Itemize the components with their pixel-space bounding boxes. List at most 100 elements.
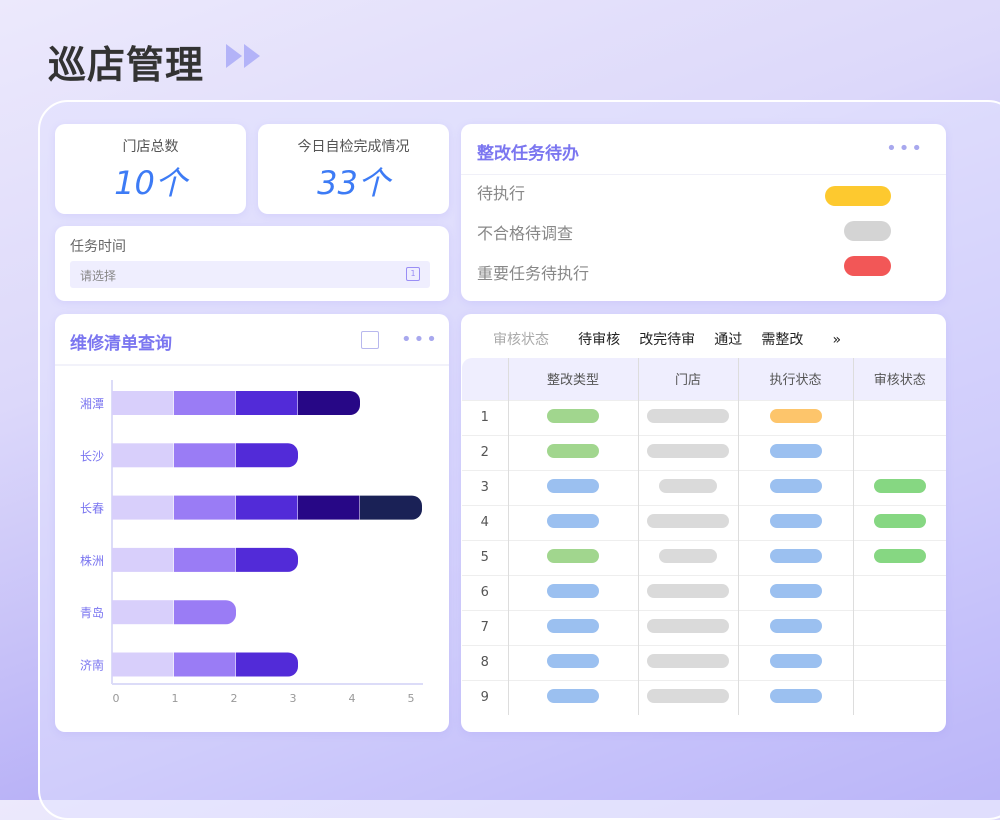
table-row[interactable]: 8 (462, 644, 946, 680)
self-check-card: 今日自检完成情况 33个 (258, 124, 449, 214)
row-index: 4 (462, 504, 508, 540)
category-label: 青岛 (80, 605, 104, 620)
todo-title: 整改任务待办 (477, 144, 579, 164)
bar-segment[interactable] (174, 391, 236, 415)
column-header[interactable]: 门店 (637, 358, 738, 400)
bar-segment[interactable] (112, 443, 174, 468)
table-row[interactable]: 9 (462, 679, 946, 715)
audit-table: 整改类型 门店 执行状态 审核状态 1 2 3 4 5 6 7 8 9 (462, 358, 946, 715)
exec-status-pill (769, 478, 822, 493)
audit-status-pill (873, 478, 926, 493)
row-index: 2 (462, 434, 508, 470)
repair-card: 维修清单查询 ••• 湘潭长沙长春株洲青岛济南 0 1 2 3 4 5 (55, 314, 449, 732)
task-time-card: 任务时间 请选择 1 (55, 226, 449, 301)
todo-status-bar (825, 186, 891, 206)
stat-value: 10个 (114, 164, 187, 202)
store-pill (647, 688, 729, 703)
bar-segment[interactable] (236, 547, 298, 572)
x-tick-label: 5 (408, 692, 415, 705)
bar-segment[interactable] (174, 547, 236, 572)
store-pill (647, 618, 729, 633)
type-pill (547, 548, 599, 563)
table-row[interactable]: 1 (462, 399, 946, 435)
column-header[interactable]: 审核状态 (852, 358, 946, 400)
exec-status-pill (769, 618, 822, 633)
x-tick-label: 0 (113, 692, 120, 705)
bar-segment[interactable] (174, 443, 236, 468)
type-pill (547, 688, 599, 703)
store-pill (647, 583, 729, 598)
tab-fixed-pending[interactable]: 改完待审 (639, 332, 696, 348)
row-index: 9 (462, 679, 508, 715)
category-label: 株洲 (80, 553, 104, 568)
todo-item-important[interactable]: 重要任务待执行 (477, 264, 590, 283)
task-time-picker[interactable]: 请选择 1 (70, 261, 430, 288)
x-tick-label: 4 (349, 692, 356, 705)
double-arrow-icon (226, 44, 260, 68)
x-tick-label: 2 (231, 692, 238, 705)
table-row[interactable]: 7 (462, 609, 946, 645)
task-time-label: 任务时间 (70, 239, 126, 255)
table-row[interactable]: 6 (462, 574, 946, 610)
bar-segment[interactable] (112, 391, 174, 415)
repair-title: 维修清单查询 (70, 334, 172, 354)
bar-segment[interactable] (112, 600, 174, 625)
stat-label: 今日自检完成情况 (297, 139, 410, 155)
more-icon[interactable]: ••• (401, 329, 439, 350)
bar-segment[interactable] (236, 391, 298, 415)
bar-segment[interactable] (236, 652, 298, 677)
store-pill (647, 443, 729, 458)
row-index: 7 (462, 609, 508, 645)
x-tick-label: 3 (290, 692, 297, 705)
x-tick-label: 1 (172, 692, 179, 705)
tab-pending[interactable]: 待审核 (578, 332, 621, 348)
bar-segment[interactable] (236, 443, 298, 468)
bar-segment[interactable] (298, 495, 360, 520)
column-header[interactable]: 整改类型 (507, 358, 638, 400)
tab-passed[interactable]: 通过 (714, 332, 743, 348)
category-label: 长沙 (80, 449, 104, 463)
more-icon[interactable]: ••• (886, 138, 924, 159)
tab-needs-fix[interactable]: 需整改 (761, 332, 804, 348)
exec-status-pill (769, 583, 822, 598)
column-header[interactable]: 执行状态 (737, 358, 853, 400)
category-label: 长春 (80, 502, 104, 516)
row-index: 3 (462, 469, 508, 505)
audit-status-pill (873, 513, 926, 528)
table-row[interactable]: 2 (462, 434, 946, 470)
bar-segment[interactable] (298, 391, 360, 415)
row-index: 6 (462, 574, 508, 610)
bar-segment[interactable] (236, 495, 298, 520)
todo-item-pending[interactable]: 待执行 (477, 184, 526, 203)
exec-status-pill (769, 688, 822, 703)
exec-status-pill (769, 653, 822, 668)
todo-item-unqualified[interactable]: 不合格待调查 (477, 224, 574, 243)
bar-segment[interactable] (112, 652, 174, 677)
type-pill (547, 478, 599, 493)
table-row[interactable]: 5 (462, 539, 946, 575)
todo-status-bar (844, 221, 891, 241)
bar-segment[interactable] (174, 652, 236, 677)
bar-segment[interactable] (174, 495, 236, 520)
exec-status-pill (769, 548, 822, 563)
table-row[interactable]: 3 (462, 469, 946, 505)
type-pill (547, 618, 599, 633)
type-pill (547, 513, 599, 528)
export-icon[interactable] (361, 331, 379, 349)
store-pill (647, 653, 729, 668)
table-row[interactable]: 4 (462, 504, 946, 540)
more-tabs-icon[interactable]: » (832, 332, 842, 348)
page-title: 巡店管理 (48, 43, 205, 87)
store-pill (659, 548, 717, 563)
bar-segment[interactable] (112, 547, 174, 572)
bar-segment[interactable] (360, 495, 422, 520)
bar-segment[interactable] (112, 495, 174, 520)
bar-segment[interactable] (174, 600, 236, 625)
store-pill (659, 478, 717, 493)
calendar-icon[interactable]: 1 (406, 267, 420, 281)
category-label: 济南 (80, 658, 104, 673)
category-label: 湘潭 (80, 396, 104, 411)
exec-status-pill (769, 443, 822, 458)
audit-card: 审核状态 待审核 改完待审 通过 需整改 » 整改类型 门店 执行状态 审核状态… (461, 314, 946, 732)
